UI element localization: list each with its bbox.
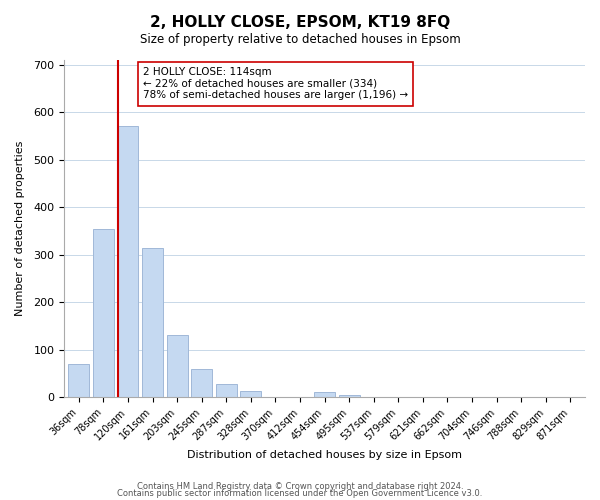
Bar (118, 126, 139, 397)
Bar (93, 228, 114, 397)
Text: 2 HOLLY CLOSE: 114sqm
← 22% of detached houses are smaller (334)
78% of semi-det: 2 HOLLY CLOSE: 114sqm ← 22% of detached … (143, 67, 408, 100)
Text: Size of property relative to detached houses in Epsom: Size of property relative to detached ho… (140, 32, 460, 46)
Bar (142, 248, 163, 397)
Text: Contains HM Land Registry data © Crown copyright and database right 2024.: Contains HM Land Registry data © Crown c… (137, 482, 463, 491)
Text: Contains public sector information licensed under the Open Government Licence v3: Contains public sector information licen… (118, 489, 482, 498)
Bar (339, 395, 359, 397)
Bar (191, 370, 212, 397)
X-axis label: Distribution of detached houses by size in Epsom: Distribution of detached houses by size … (187, 450, 462, 460)
Y-axis label: Number of detached properties: Number of detached properties (15, 141, 25, 316)
Bar (241, 391, 262, 397)
Bar (167, 336, 188, 397)
Bar (216, 384, 237, 397)
Bar (68, 364, 89, 397)
Text: 2, HOLLY CLOSE, EPSOM, KT19 8FQ: 2, HOLLY CLOSE, EPSOM, KT19 8FQ (150, 15, 450, 30)
Bar (314, 392, 335, 397)
